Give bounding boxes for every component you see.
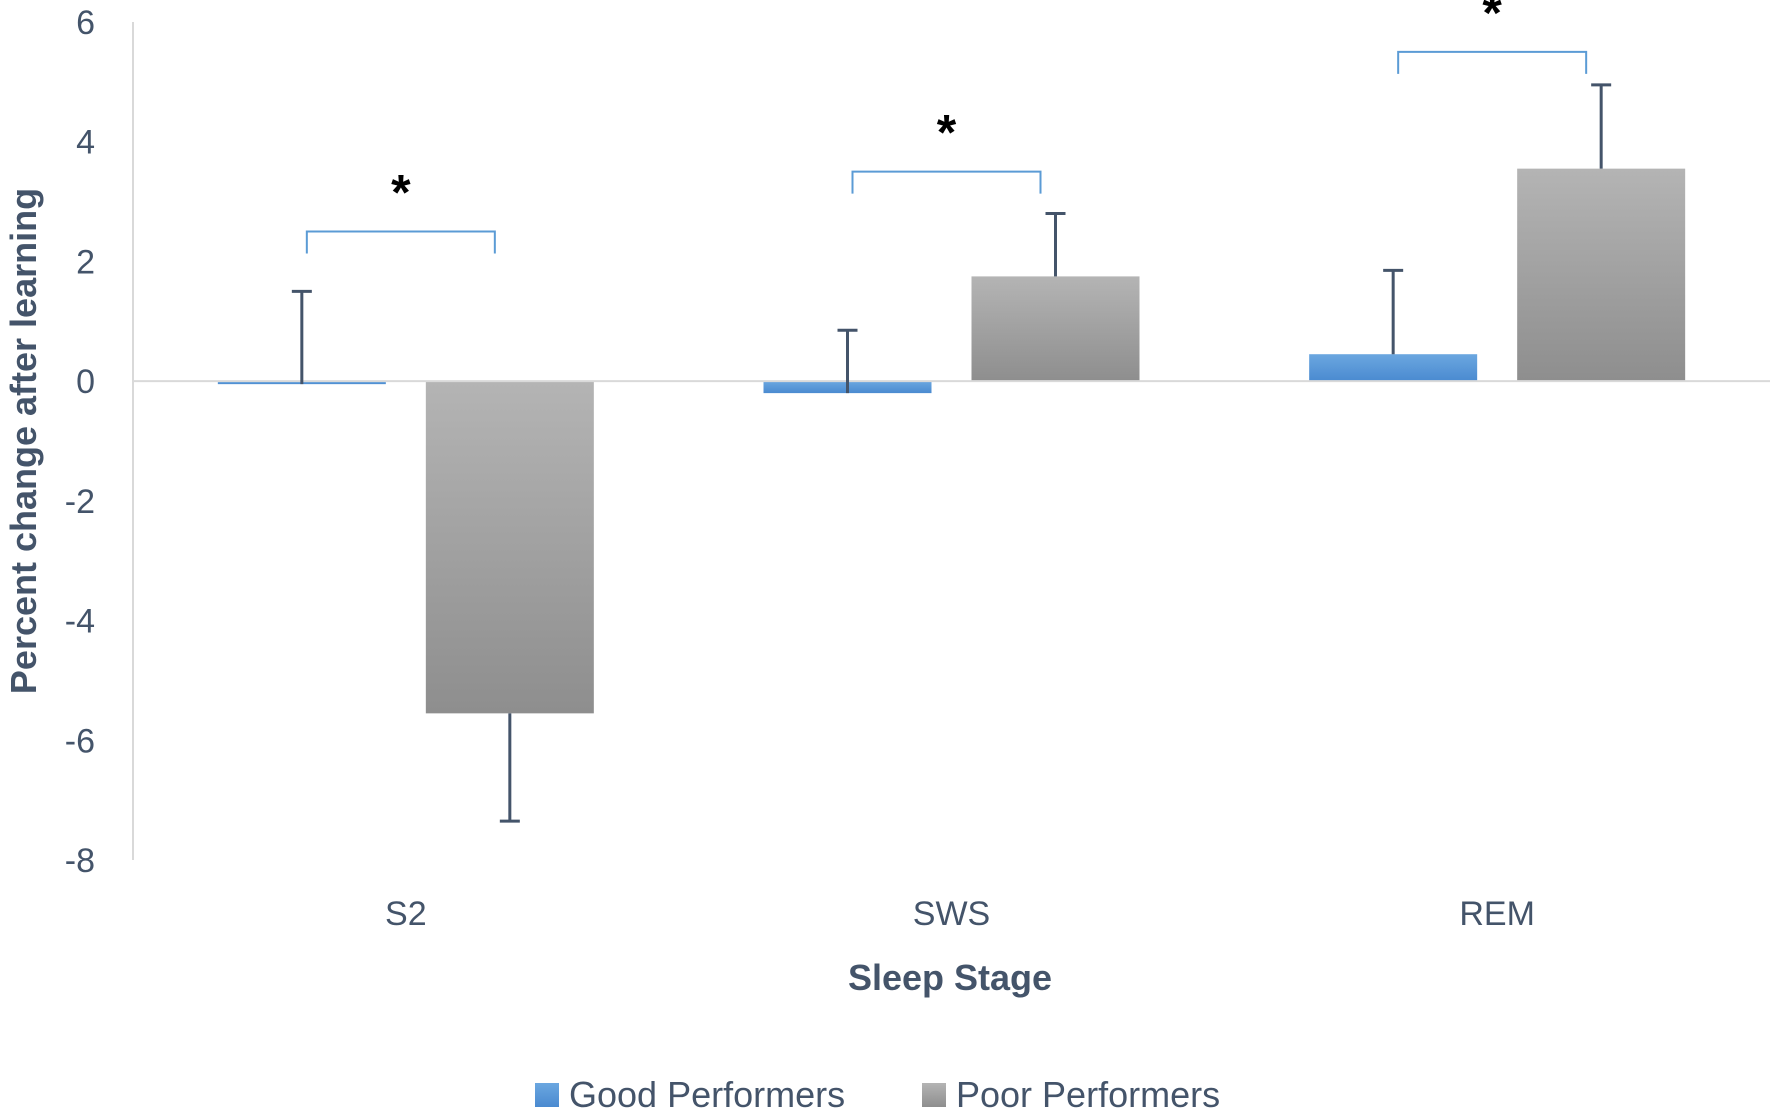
x-tick-label: SWS	[913, 895, 990, 933]
bars-group	[217, 168, 1686, 714]
bar-good-rem	[1309, 354, 1478, 382]
y-tick-label: -6	[65, 722, 95, 760]
significance-bracket	[1397, 50, 1588, 74]
bar-poor-sws	[971, 276, 1140, 382]
y-axis-title: Percent change after learning	[3, 188, 44, 694]
y-tick-label: -2	[65, 483, 95, 521]
significance-marker: *	[937, 105, 957, 161]
significance-group: * * *	[305, 0, 1588, 254]
legend-good-performers-swatch	[535, 1083, 559, 1107]
significance-marker: *	[1482, 0, 1502, 41]
significance-bracket	[851, 170, 1042, 194]
legend-good-performers-label: Good Performers	[569, 1074, 845, 1115]
x-axis-title: Sleep Stage	[848, 957, 1052, 998]
x-tick-label: REM	[1459, 895, 1535, 933]
legend: Good Performers Poor Performers	[535, 1074, 1220, 1115]
significance-marker: *	[391, 165, 411, 221]
legend-poor-performers-swatch	[922, 1083, 946, 1107]
error-bars-group	[291, 83, 1612, 823]
bar-poor-s2	[425, 381, 594, 714]
significance-bracket	[305, 230, 496, 254]
y-tick-label: 6	[76, 4, 95, 42]
legend-poor-performers-label: Poor Performers	[956, 1074, 1220, 1115]
x-tick-labels: S2 SWS REM	[385, 895, 1535, 933]
y-tick-label: -4	[65, 603, 95, 641]
y-tick-label: 2	[76, 243, 95, 281]
y-axis: 6 4 2 0 -2 -4 -6 -8	[65, 4, 134, 880]
bar-poor-rem	[1517, 168, 1686, 382]
y-tick-label: 4	[76, 124, 95, 162]
x-tick-label: S2	[385, 895, 427, 933]
y-tick-label: -8	[65, 842, 95, 880]
y-tick-label: 0	[76, 363, 95, 401]
